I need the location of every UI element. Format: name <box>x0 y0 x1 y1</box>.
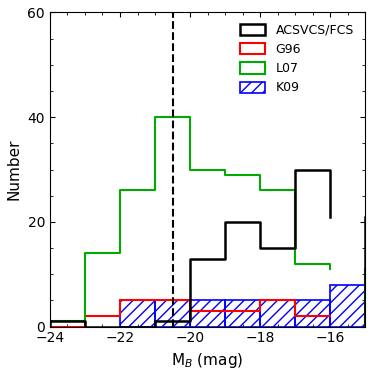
Bar <box>295 300 330 326</box>
X-axis label: M$_B$ (mag): M$_B$ (mag) <box>171 351 244 370</box>
Bar <box>120 300 155 326</box>
Bar <box>190 300 225 326</box>
Bar <box>155 300 190 326</box>
Y-axis label: Number: Number <box>7 139 22 200</box>
Bar <box>260 300 295 326</box>
Bar <box>330 285 365 326</box>
Legend: ACSVCS/FCS, G96, L07, K09: ACSVCS/FCS, G96, L07, K09 <box>235 19 359 100</box>
Bar <box>225 300 260 326</box>
